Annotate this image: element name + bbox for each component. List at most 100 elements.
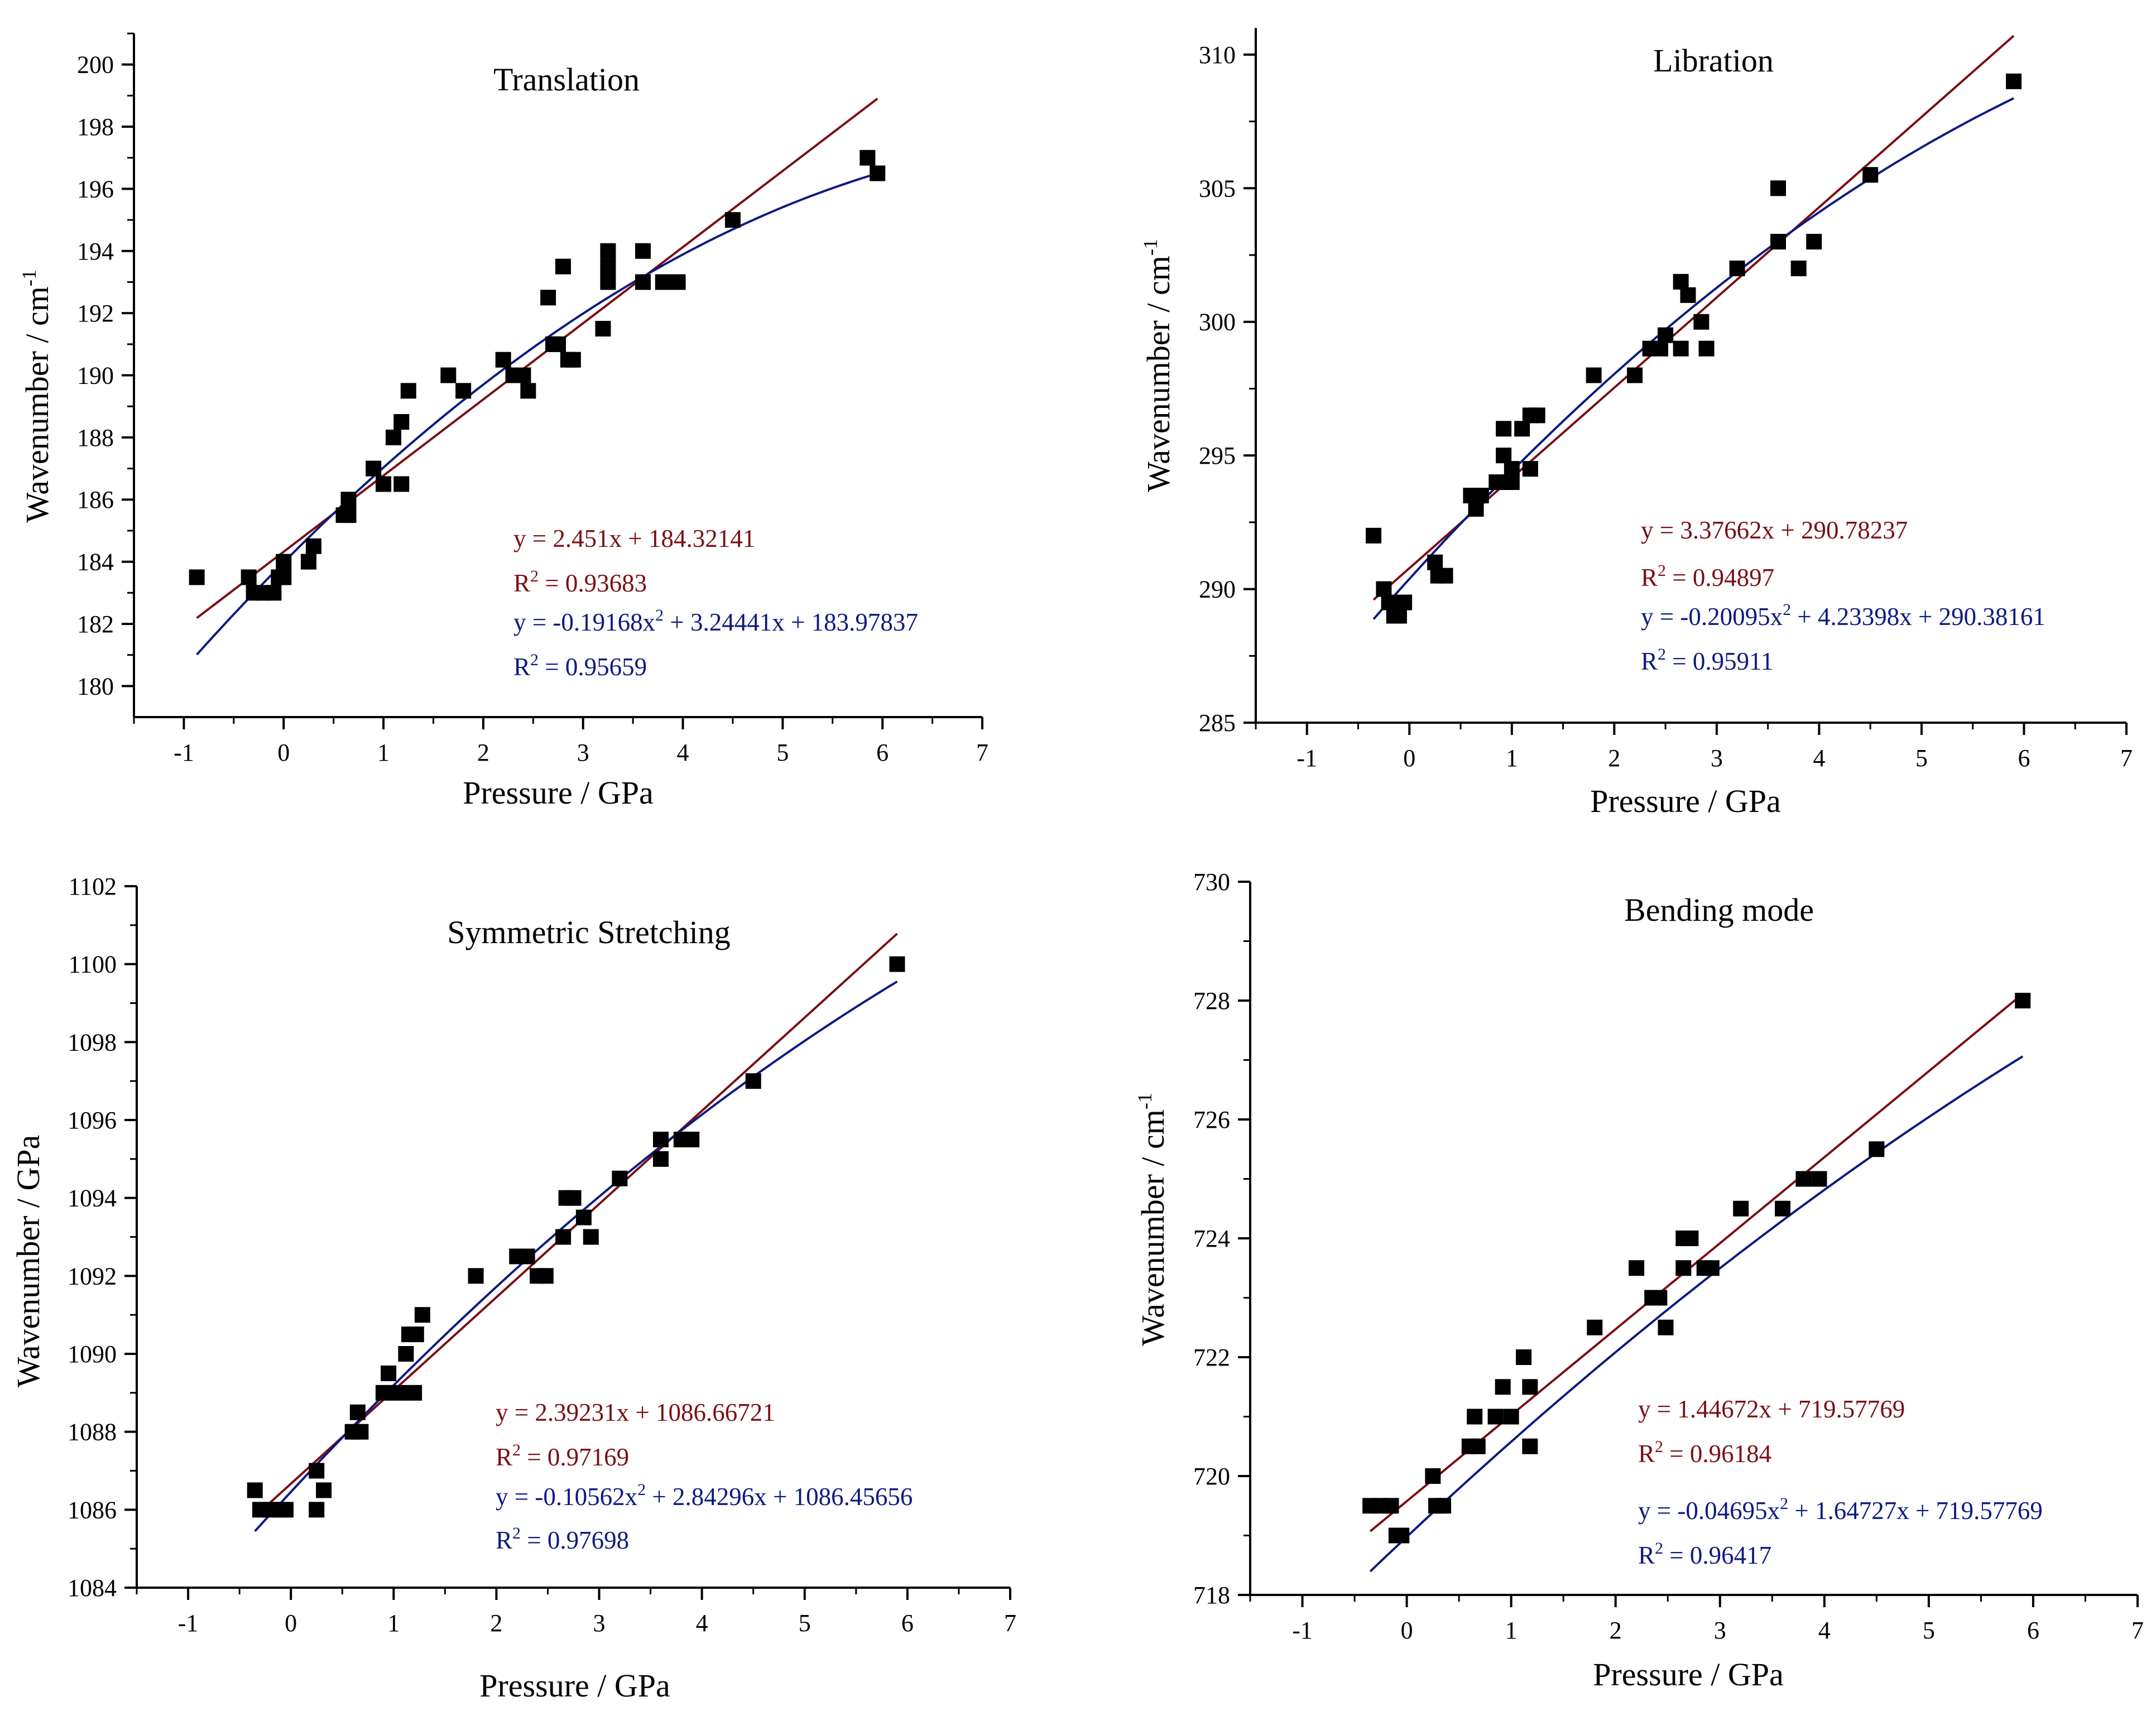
data-point bbox=[1869, 1141, 1885, 1157]
data-point bbox=[1488, 474, 1505, 491]
data-point bbox=[2006, 73, 2022, 89]
y-tick-label: 1088 bbox=[68, 1419, 117, 1446]
y-tick-label: 1090 bbox=[68, 1340, 117, 1368]
x-tick-label: 3 bbox=[593, 1609, 606, 1637]
chart-plot bbox=[122, 32, 983, 729]
x-tick-label: -1 bbox=[1297, 744, 1317, 772]
data-point bbox=[300, 554, 316, 570]
x-tick-label: 0 bbox=[1403, 744, 1415, 772]
data-point bbox=[859, 150, 876, 166]
data-point bbox=[1775, 1200, 1790, 1217]
data-point bbox=[1396, 594, 1413, 611]
data-point bbox=[1587, 1319, 1603, 1335]
data-point bbox=[1862, 167, 1879, 183]
x-tick-label: -1 bbox=[174, 739, 194, 766]
data-point bbox=[1504, 474, 1520, 491]
data-point bbox=[391, 1385, 407, 1401]
x-tick-label: 6 bbox=[876, 739, 889, 766]
y-axis-label: Wavenumber / cm-1 bbox=[18, 270, 55, 523]
y-axis-label-sup: -1 bbox=[1139, 239, 1161, 256]
data-point bbox=[400, 383, 416, 399]
r2-prefix: R bbox=[496, 1526, 512, 1554]
y-tick-label: 724 bbox=[1193, 1225, 1230, 1252]
y-tick-label: 192 bbox=[77, 300, 114, 327]
data-point bbox=[1514, 421, 1530, 437]
data-point bbox=[1629, 1260, 1645, 1276]
chart-plot bbox=[124, 885, 1011, 1600]
x-tick-labels: -1 0 1 2 3 4 5 6 7 bbox=[174, 739, 988, 766]
data-point bbox=[393, 476, 410, 492]
superscript-2: 2 bbox=[655, 606, 664, 624]
x-axis-label: Pressure / GPa bbox=[1590, 783, 1781, 819]
data-point bbox=[889, 956, 905, 972]
y-tick-label: 730 bbox=[1193, 868, 1230, 896]
r2-value: = 0.97698 bbox=[521, 1526, 629, 1554]
data-point bbox=[340, 492, 357, 508]
quad-eq-prefix: y = -0.20095x bbox=[1641, 603, 1783, 631]
y-axis-label-main: Wavenumber / cm bbox=[1140, 256, 1177, 492]
data-point bbox=[555, 258, 571, 275]
quad-eq-suffix: + 2.84296x + 1086.45656 bbox=[646, 1483, 913, 1511]
data-point bbox=[393, 414, 410, 430]
x-tick-label: 3 bbox=[1711, 744, 1723, 772]
data-point bbox=[406, 1385, 422, 1401]
data-point bbox=[1383, 1498, 1399, 1514]
data-point bbox=[655, 274, 671, 290]
quadratic-fit-curve bbox=[196, 172, 878, 656]
data-point bbox=[1651, 1290, 1668, 1306]
linear-fit-r2: R2 = 0.94897 bbox=[1641, 561, 1774, 592]
chart-title: Translation bbox=[493, 61, 640, 98]
x-axis-label: Pressure / GPa bbox=[1593, 1656, 1784, 1693]
x-tick-label: 3 bbox=[1714, 1617, 1726, 1644]
data-point bbox=[1529, 407, 1545, 424]
data-point bbox=[612, 1170, 628, 1186]
x-tick-label: 5 bbox=[799, 1609, 811, 1637]
data-point bbox=[1770, 180, 1786, 196]
quadratic-fit-r2: R2 = 0.95911 bbox=[1641, 645, 1773, 675]
x-tick-label: 5 bbox=[1915, 744, 1928, 772]
quadratic-fit-r2: R2 = 0.97698 bbox=[496, 1524, 629, 1554]
data-point bbox=[1516, 1349, 1532, 1365]
quadratic-fit-equation: y = -0.10562x2 + 2.84296x + 1086.45656 bbox=[496, 1481, 913, 1511]
r2-value: = 0.94897 bbox=[1666, 564, 1774, 592]
y-tick-label: 285 bbox=[1199, 709, 1236, 737]
linear-fit-equation: y = 1.44672x + 719.57769 bbox=[1638, 1395, 1905, 1423]
data-point bbox=[1586, 367, 1602, 383]
r2-prefix: R bbox=[513, 653, 530, 681]
x-tick-label: 7 bbox=[1004, 1609, 1016, 1637]
superscript-2: 2 bbox=[1655, 1438, 1663, 1456]
data-point bbox=[1470, 1438, 1486, 1454]
x-tick-label: -1 bbox=[1292, 1617, 1313, 1644]
data-point bbox=[1496, 421, 1512, 437]
data-point bbox=[1522, 461, 1538, 477]
y-tick-label: 1092 bbox=[68, 1262, 117, 1290]
y-tick-label: 720 bbox=[1193, 1463, 1230, 1490]
x-tick-label: 7 bbox=[2120, 744, 2133, 772]
data-point bbox=[1366, 527, 1382, 544]
data-point bbox=[1683, 1231, 1699, 1246]
x-tick-label: 0 bbox=[285, 1609, 297, 1637]
data-point bbox=[1627, 367, 1643, 383]
data-point bbox=[340, 507, 357, 523]
data-point bbox=[241, 569, 257, 585]
y-tick-label: 1086 bbox=[68, 1496, 117, 1523]
x-axis-label: Pressure / GPa bbox=[479, 1667, 670, 1704]
y-tick-labels: 285 290 295 300 305 310 bbox=[1199, 41, 1236, 737]
data-point bbox=[385, 429, 401, 445]
x-tick-labels: -1 0 1 2 3 4 5 6 7 bbox=[1292, 1617, 2144, 1644]
r2-value: = 0.95659 bbox=[539, 653, 647, 681]
superscript-2: 2 bbox=[530, 651, 539, 669]
data-point bbox=[724, 212, 741, 228]
data-point bbox=[1496, 448, 1512, 464]
data-point bbox=[408, 1326, 424, 1343]
data-point bbox=[1394, 1527, 1410, 1544]
chart-title: Libration bbox=[1653, 42, 1774, 79]
y-tick-label: 194 bbox=[77, 238, 114, 265]
data-point bbox=[440, 367, 457, 383]
y-tick-label: 295 bbox=[1199, 442, 1236, 469]
y-tick-label: 1100 bbox=[69, 951, 117, 978]
data-point bbox=[189, 569, 205, 585]
linear-fit-equation: y = 2.451x + 184.32141 bbox=[513, 525, 755, 552]
x-tick-label: 6 bbox=[901, 1609, 914, 1637]
x-tick-label: 6 bbox=[2027, 1617, 2039, 1644]
